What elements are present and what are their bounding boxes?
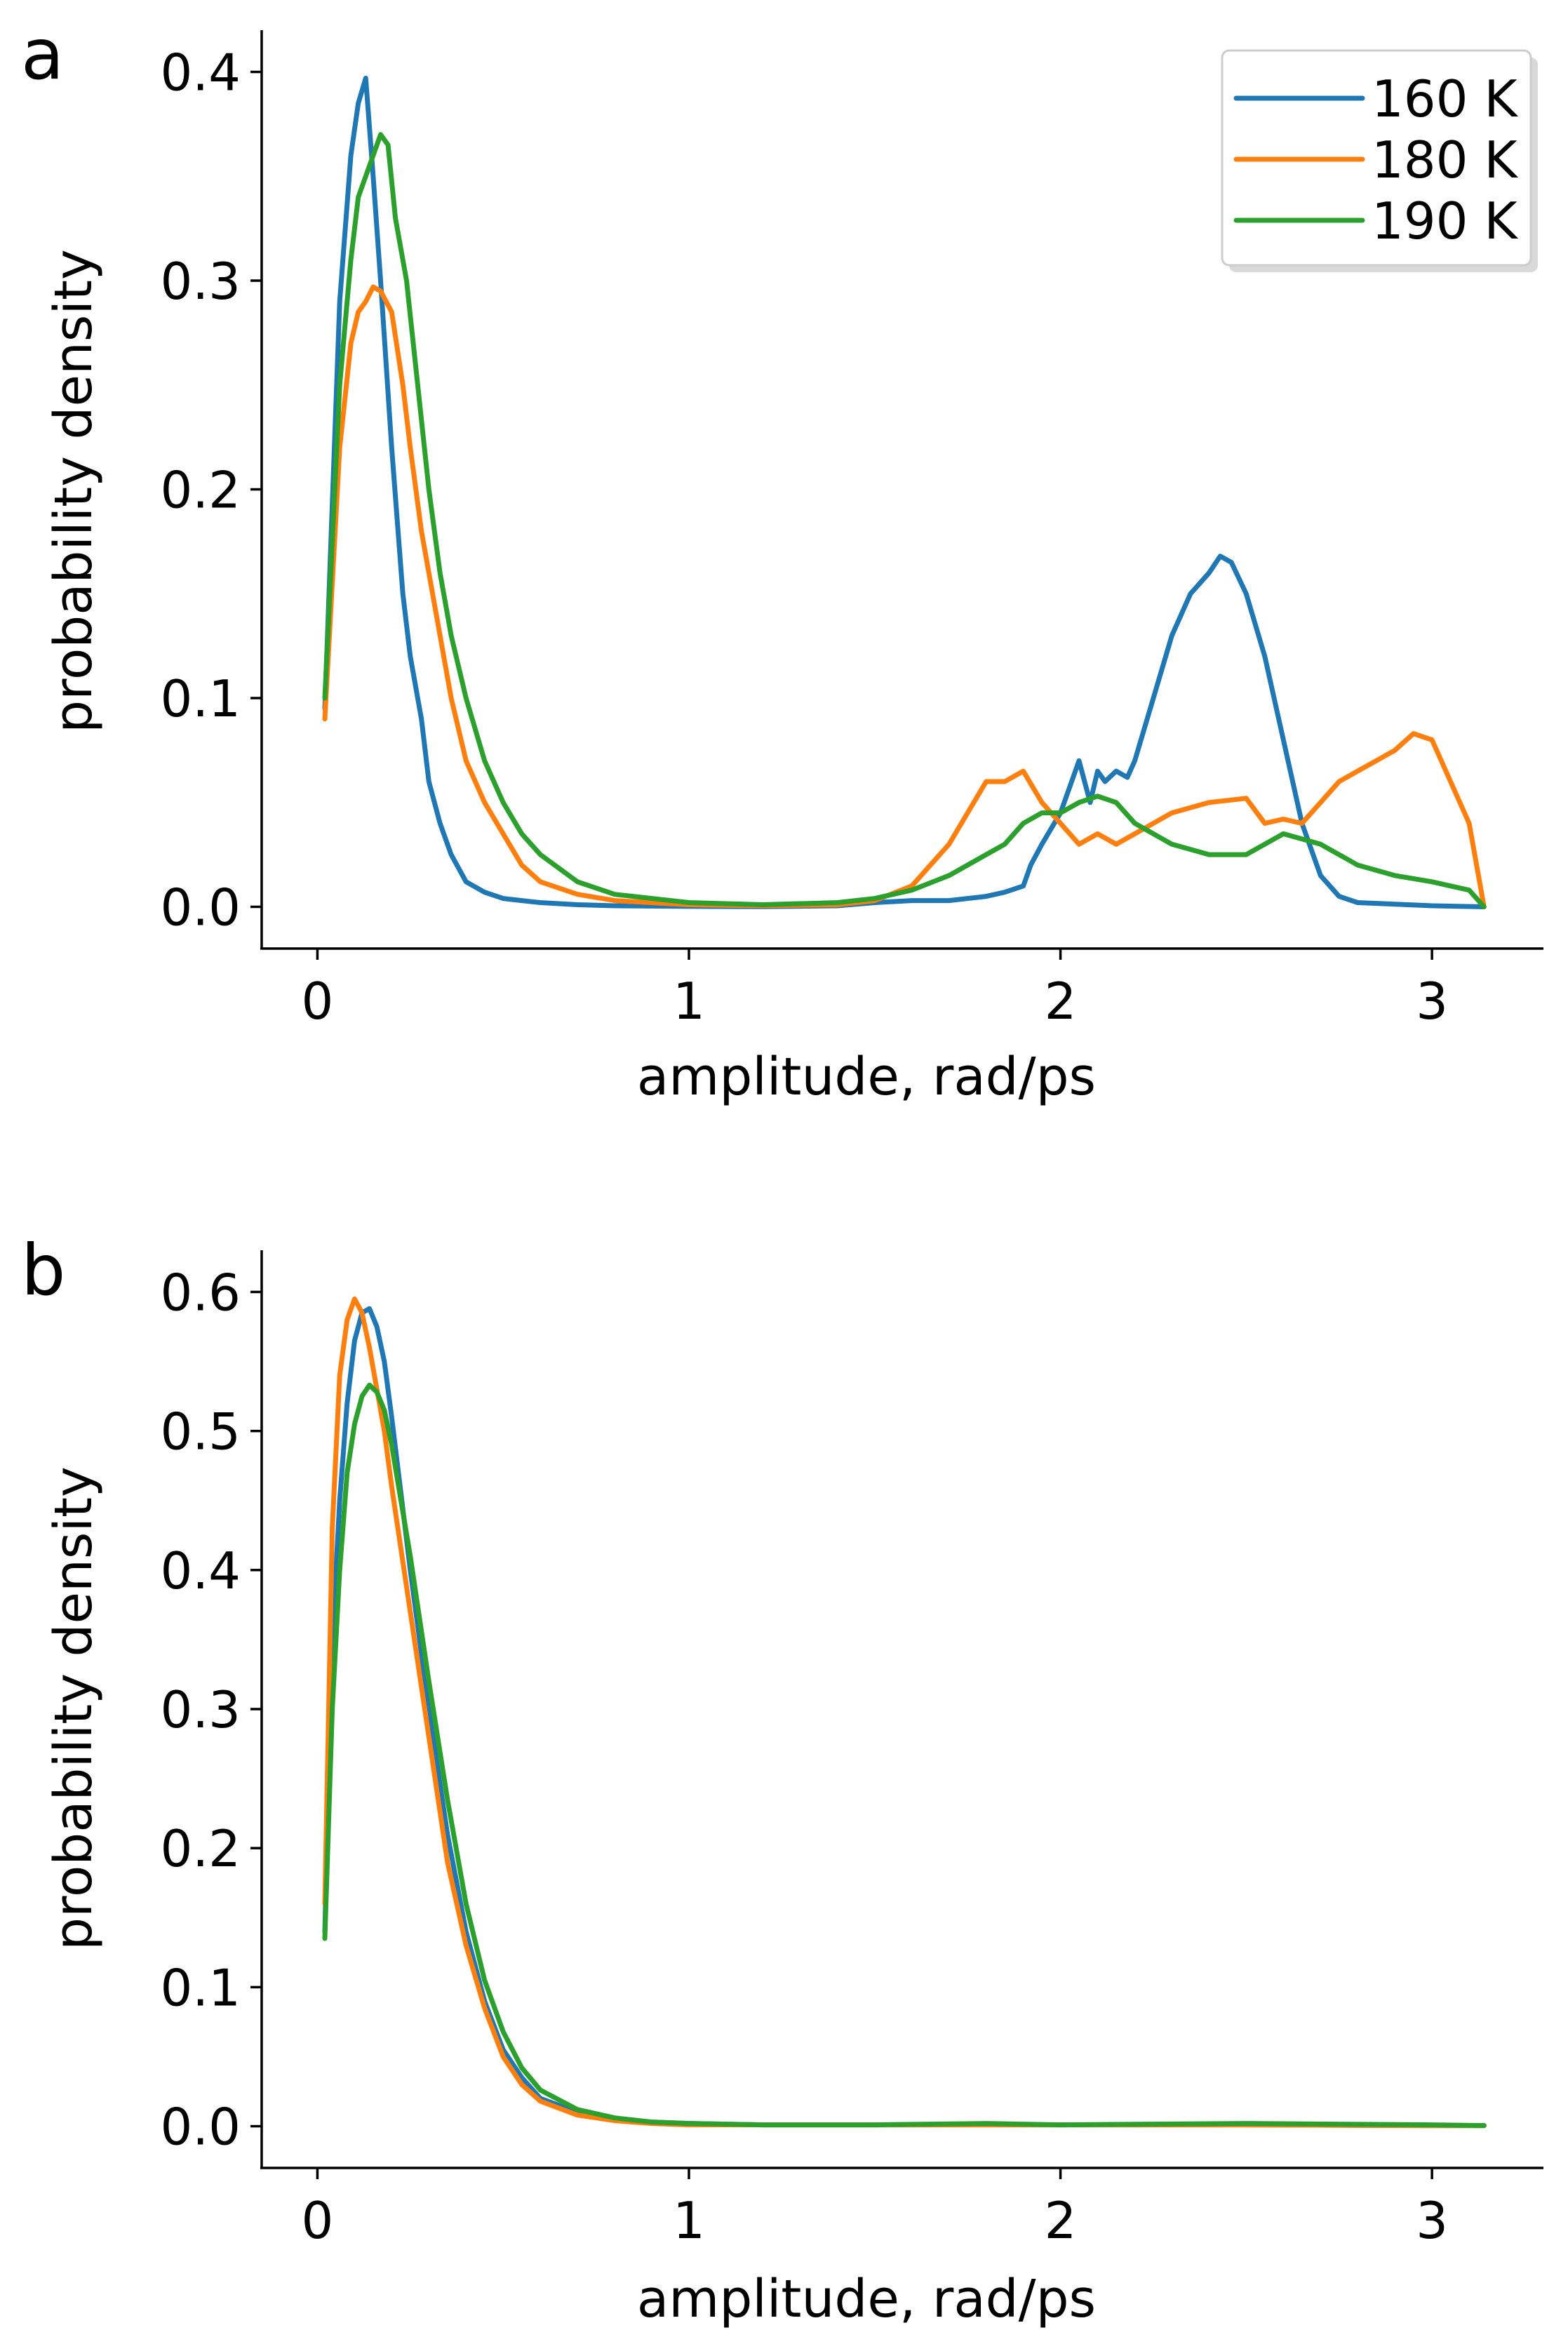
panel-b-x-ticks: 0 1 2 3 bbox=[302, 2168, 1448, 2250]
panel-a-x-ticks: 0 1 2 3 bbox=[302, 949, 1448, 1031]
panel-b-y-tick-label: 0.6 bbox=[160, 1263, 241, 1322]
legend-label-180K: 180 K bbox=[1372, 130, 1518, 189]
panel-a-y-tick-label: 0.3 bbox=[160, 252, 241, 311]
panel-b-y-ticks: 0.0 0.1 0.2 0.3 0.4 0.5 0.6 bbox=[160, 1263, 262, 2157]
panel-a-y-axis-label: probability density bbox=[43, 249, 104, 733]
panel-a-x-tick-label: 0 bbox=[302, 972, 334, 1031]
legend-label-190K: 190 K bbox=[1372, 192, 1518, 250]
panel-a-letter: a bbox=[21, 13, 64, 95]
panel-a-y-tick-label: 0.0 bbox=[160, 878, 241, 937]
panel-a-x-axis-label: amplitude, rad/ps bbox=[637, 1047, 1096, 1107]
panel-b-y-tick-label: 0.5 bbox=[160, 1402, 241, 1461]
panel-b-x-tick-label: 3 bbox=[1416, 2191, 1448, 2250]
panel-a-series bbox=[322, 75, 1487, 909]
panel-a-y-tick-label: 0.1 bbox=[160, 669, 241, 728]
legend-frame bbox=[1221, 49, 1532, 267]
panel-b-x-axis-label: amplitude, rad/ps bbox=[637, 2269, 1096, 2329]
panel-b-chart: b 0 1 2 3 0.0 0.1 0.2 0.3 0.4 0.5 0.6 amplitude, … bbox=[21, 1229, 1543, 2329]
panel-b-y-tick-label: 0.3 bbox=[160, 1680, 241, 1739]
panel-a-series-line-190K bbox=[322, 132, 1487, 909]
panel-b-y-tick-label: 0.1 bbox=[160, 1958, 241, 2017]
panel-a-chart: a 0 1 2 3 0.0 0.1 0.2 0.3 0.4 amplitude, rad/ps… bbox=[21, 13, 1543, 1107]
panel-b-y-axis-label: probability density bbox=[43, 1466, 104, 1950]
panel-b-y-tick-label: 0.4 bbox=[160, 1541, 241, 1600]
legend-label-160K: 160 K bbox=[1372, 69, 1518, 128]
legend: 160 K 180 K 190 K bbox=[1221, 49, 1538, 272]
panel-a-series-line-160K bbox=[322, 75, 1487, 909]
panel-a-x-tick-label: 2 bbox=[1045, 972, 1077, 1031]
panel-b-y-tick-label: 0.2 bbox=[160, 1819, 241, 1878]
panel-b-x-tick-label: 1 bbox=[673, 2191, 705, 2250]
panel-a-y-tick-label: 0.2 bbox=[160, 461, 241, 520]
panel-a-x-tick-label: 1 bbox=[673, 972, 705, 1031]
panel-b-x-tick-label: 0 bbox=[302, 2191, 334, 2250]
panel-a-y-ticks: 0.0 0.1 0.2 0.3 0.4 bbox=[160, 43, 262, 937]
panel-b-x-tick-label: 2 bbox=[1045, 2191, 1077, 2250]
panel-a-y-tick-label: 0.4 bbox=[160, 43, 241, 102]
panel-b-series-line-190K bbox=[322, 1382, 1487, 2129]
panel-b-y-tick-label: 0.0 bbox=[160, 2098, 241, 2157]
panel-b-letter: b bbox=[21, 1229, 65, 1311]
panel-b-series bbox=[322, 1296, 1487, 2129]
panel-a-x-tick-label: 3 bbox=[1416, 972, 1448, 1031]
panel-a-series-line-180K bbox=[322, 284, 1487, 909]
